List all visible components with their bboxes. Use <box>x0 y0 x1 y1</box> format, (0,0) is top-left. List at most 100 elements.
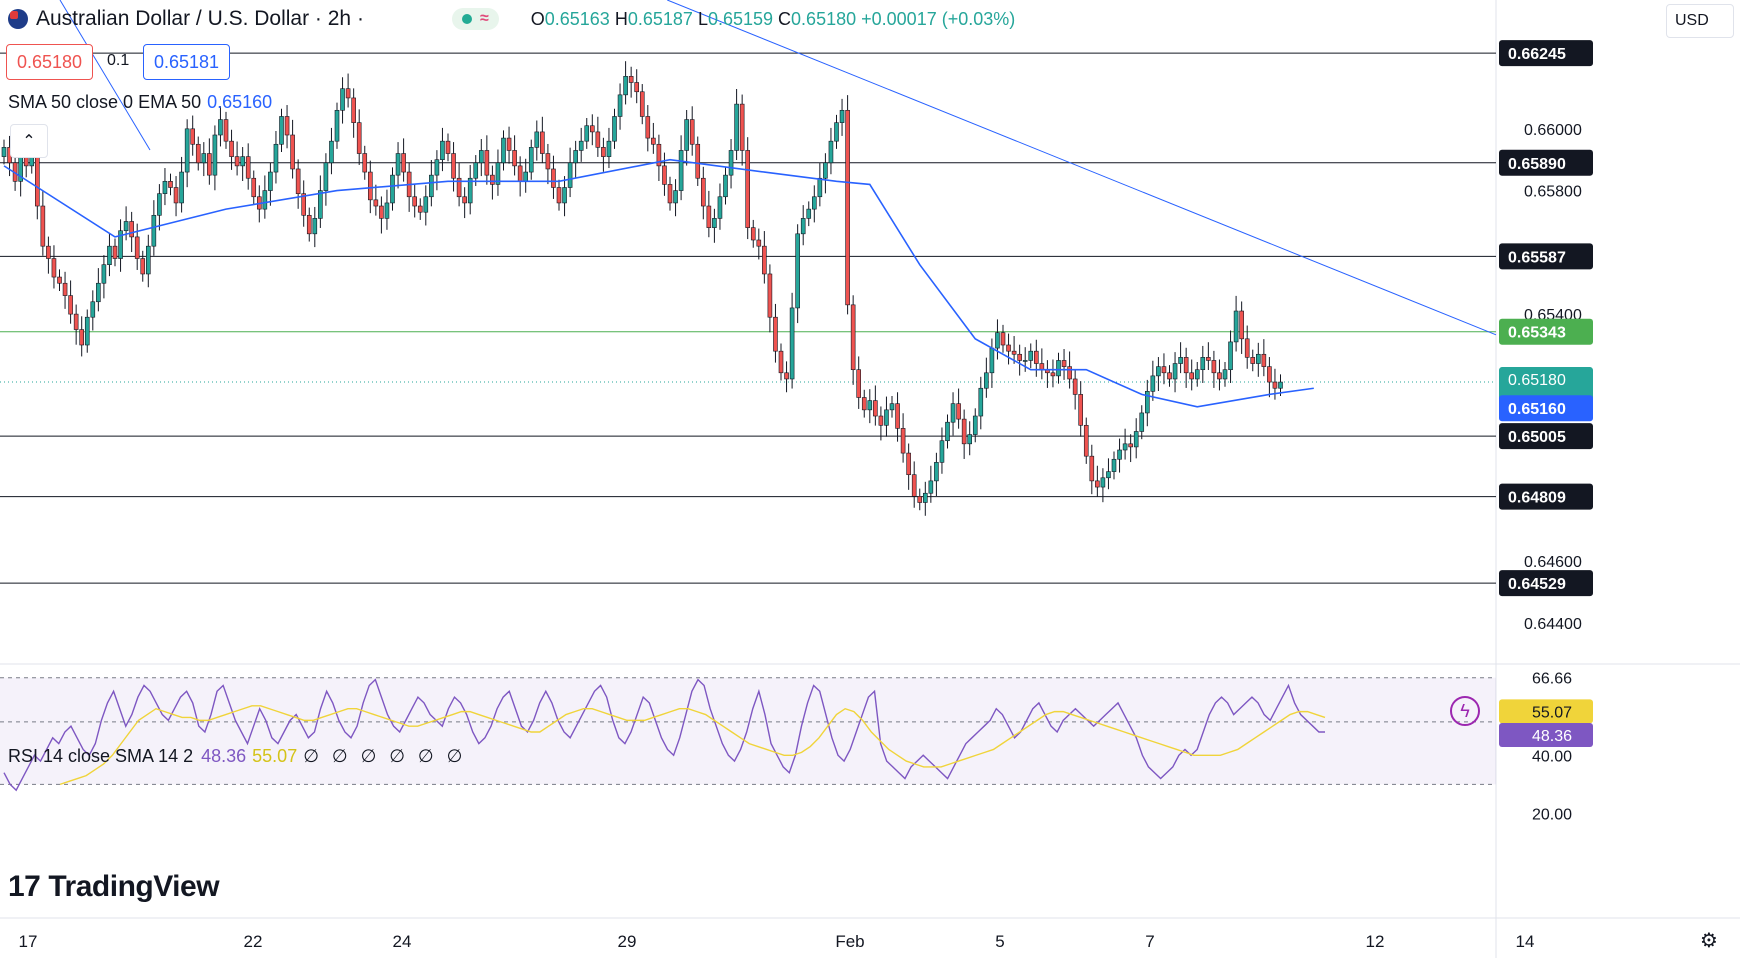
candle-body <box>351 97 356 123</box>
candle-body <box>151 214 157 247</box>
price-axis: 0.660000.658000.654000.646000.644000.662… <box>1499 40 1593 823</box>
buy-price-button[interactable]: 0.65181 <box>143 44 231 80</box>
candle-body <box>767 273 773 318</box>
candle-body <box>978 387 984 417</box>
candle-body <box>301 193 307 216</box>
candle-body <box>395 153 401 176</box>
candle-body <box>1222 369 1228 380</box>
sma-legend[interactable]: SMA 50 close 0 EMA 50 0.65160 <box>8 92 272 113</box>
candle-body <box>1089 455 1095 482</box>
candle-body <box>734 103 739 151</box>
rsi-legend[interactable]: RSI 14 close SMA 14 2 48.36 55.07 ∅ ∅ ∅ ∅ ∅… <box>8 746 466 767</box>
tradingview-mark-icon: 17 <box>8 870 41 903</box>
tradingview-logo: 17 TradingView <box>8 870 220 904</box>
rsi-sma-line <box>59 705 1326 786</box>
candle-body <box>1244 338 1250 358</box>
candle-body <box>251 177 257 198</box>
level-price-label: 0.65005 <box>1508 429 1566 446</box>
candle-body <box>634 82 640 93</box>
settings-gear-icon[interactable]: ⚙ <box>1700 930 1718 952</box>
candle-body <box>1122 443 1128 451</box>
symbol-header[interactable]: Australian Dollar / U.S. Dollar · 2h · ≈… <box>8 7 1015 31</box>
candle-body <box>1183 357 1189 374</box>
candle-body <box>712 218 717 228</box>
candle-body <box>134 236 140 259</box>
candle-body <box>651 137 656 145</box>
level-price-label: 0.65890 <box>1508 156 1566 173</box>
sma-price-tag <box>1499 395 1593 422</box>
candle-body <box>545 153 551 170</box>
level-price-tag <box>1499 483 1593 510</box>
currency-selector[interactable]: USD <box>1666 4 1734 38</box>
candle-body <box>873 400 878 417</box>
price-tick-label: 0.64600 <box>1524 554 1582 571</box>
candle-body <box>490 174 495 185</box>
candle-body <box>762 245 767 275</box>
time-tick-label: 24 <box>393 932 412 951</box>
flash-icon[interactable]: ϟ <box>1450 696 1480 726</box>
candle-body <box>750 227 756 241</box>
spread-value: 0.1 <box>107 52 130 69</box>
currency-label: USD <box>1675 12 1709 29</box>
rsi-legend-label: RSI 14 close SMA 14 2 <box>8 746 194 766</box>
sma-price-label: 0.65160 <box>1508 401 1566 418</box>
candle-body <box>379 205 384 219</box>
tradingview-logo-text: TradingView <box>48 870 220 903</box>
candle-body <box>412 196 418 207</box>
candle-body <box>1106 471 1111 479</box>
candle-body <box>789 307 795 380</box>
candle-body <box>773 316 778 352</box>
candle-body <box>601 147 606 157</box>
candle-body <box>839 109 845 123</box>
candle-body <box>184 128 190 173</box>
candle-body <box>1217 372 1222 380</box>
candle-body <box>46 245 51 259</box>
candle-body <box>68 295 73 315</box>
candle-body <box>284 116 290 136</box>
sell-price-button[interactable]: 0.65180 <box>6 44 94 80</box>
candle-body <box>517 165 523 182</box>
candle-body <box>1256 353 1261 364</box>
candle-body <box>728 150 734 176</box>
candle-body <box>334 109 340 142</box>
rsi-band-background <box>0 677 1496 785</box>
candle-body <box>456 177 462 198</box>
candle-body <box>451 153 456 179</box>
candle-body <box>1239 310 1244 340</box>
candle-body <box>51 258 57 278</box>
candle-body <box>23 156 29 167</box>
level-price-tag <box>1499 423 1593 450</box>
candle-body <box>984 372 989 389</box>
candle-body <box>112 245 118 259</box>
candle-body <box>895 403 900 429</box>
time-tick-label: 5 <box>995 932 1004 951</box>
candle-body <box>162 181 168 194</box>
rsi-extra-values: ∅ ∅ ∅ ∅ ∅ ∅ <box>303 746 467 766</box>
market-status-pill[interactable]: ≈ <box>451 8 499 30</box>
candle-body <box>318 190 323 219</box>
candle-body <box>1206 357 1211 361</box>
candle-body <box>584 125 590 142</box>
collapse-legend-button[interactable]: ⌃ <box>10 124 48 158</box>
candle-body <box>1200 357 1206 371</box>
time-tick-label: 12 <box>1366 932 1385 951</box>
candle-body <box>179 171 184 204</box>
candle-body <box>884 409 889 426</box>
candle-body <box>889 403 895 411</box>
time-tick-label: 7 <box>1145 932 1154 951</box>
candle-body <box>1178 357 1183 364</box>
data-delay-icon: ≈ <box>479 10 489 27</box>
candle-body <box>684 119 689 151</box>
candle-body <box>628 76 634 83</box>
candle-body <box>534 131 540 148</box>
candle-body <box>306 214 312 235</box>
candle-body <box>312 218 318 235</box>
candle-body <box>656 143 662 167</box>
candle-body <box>645 116 651 139</box>
candle-body <box>1167 372 1172 380</box>
candle-body <box>972 415 978 435</box>
candle-body <box>84 316 90 346</box>
level-price-tag <box>1499 149 1593 176</box>
candle-body <box>1117 449 1122 460</box>
